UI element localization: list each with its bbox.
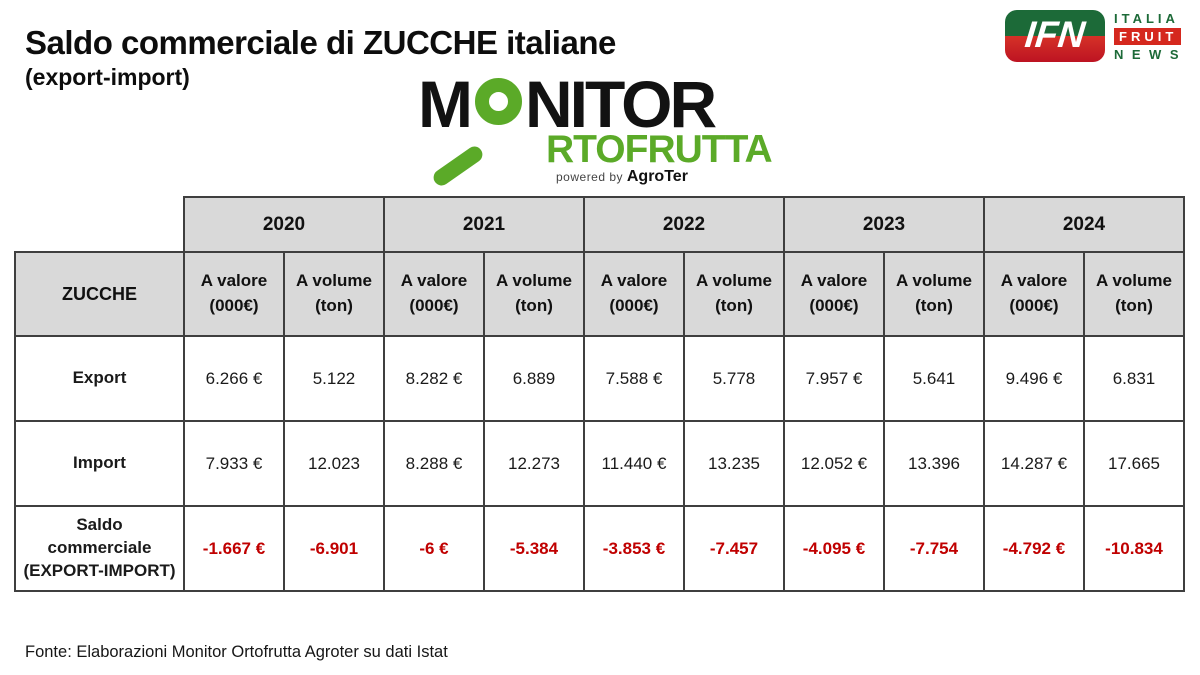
cell-r0-c6: 7.957 €	[783, 335, 885, 422]
table-row: Import 7.933 €12.023 8.288 €12.273 11.440 €…	[14, 420, 1185, 507]
table-row: Export 6.266 €5.122 8.282 €6.889 7.588 €5.7…	[14, 335, 1185, 422]
cell-r2-c7: -7.754	[883, 505, 985, 592]
cell-r1-c0: 7.933 €	[183, 420, 285, 507]
ifn-badge: IFN	[1005, 10, 1105, 62]
cell-r1-c1: 12.023	[283, 420, 385, 507]
year-header-2023: 2023	[783, 196, 985, 253]
cell-r1-c3: 12.273	[483, 420, 585, 507]
ifn-text-block: ITALIA FRUIT NEWS	[1114, 10, 1187, 62]
powered-by-line: powered by AgroTer	[556, 168, 688, 186]
cell-r2-c0: -1.667 €	[183, 505, 285, 592]
volume-header-2021: A volume (ton)	[483, 251, 585, 337]
powered-by-text: powered by	[556, 170, 627, 184]
product-label: ZUCCHE	[14, 251, 185, 337]
ifn-acronym: IFN	[1023, 14, 1088, 55]
ifn-line-fruit: FRUIT	[1114, 27, 1182, 45]
cell-r0-c9: 6.831	[1083, 335, 1185, 422]
cell-r2-c8: -4.792 €	[983, 505, 1085, 592]
cell-r0-c1: 5.122	[283, 335, 385, 422]
volume-header-2023: A volume (ton)	[883, 251, 985, 337]
cell-r0-c5: 5.778	[683, 335, 785, 422]
table-row: Saldo commerciale (EXPORT-IMPORT) -1.667 …	[14, 505, 1185, 592]
cell-r1-c7: 13.396	[883, 420, 985, 507]
volume-header-2024: A volume (ton)	[1083, 251, 1185, 337]
row-label: Saldo commerciale (EXPORT-IMPORT)	[14, 505, 185, 592]
monitor-word-start: M	[418, 67, 473, 141]
trade-balance-table-wrap: 2020 2021 2022 2023 2024 ZUCCHE A valore (000€…	[14, 196, 1185, 592]
monitor-wordmark: M NITOR	[418, 67, 778, 141]
volume-header-2020: A volume (ton)	[283, 251, 385, 337]
page-subtitle: (export-import)	[25, 64, 190, 90]
cell-r2-c4: -3.853 €	[583, 505, 685, 592]
corner-spacer	[15, 197, 184, 252]
cell-r1-c2: 8.288 €	[383, 420, 485, 507]
ifn-line-news: NEWS	[1114, 46, 1187, 62]
magnifier-handle-icon	[430, 143, 486, 189]
cell-r1-c9: 17.665	[1083, 420, 1185, 507]
row-label: Export	[14, 335, 185, 422]
cell-r0-c8: 9.496 €	[983, 335, 1085, 422]
cell-r0-c4: 7.588 €	[583, 335, 685, 422]
cell-r0-c2: 8.282 €	[383, 335, 485, 422]
cell-r2-c3: -5.384	[483, 505, 585, 592]
ifn-line-italia: ITALIA	[1114, 10, 1179, 26]
cell-r0-c0: 6.266 €	[183, 335, 285, 422]
cell-r2-c1: -6.901	[283, 505, 385, 592]
cell-r2-c9: -10.834	[1083, 505, 1185, 592]
cell-r1-c8: 14.287 €	[983, 420, 1085, 507]
cell-r2-c5: -7.457	[683, 505, 785, 592]
cell-r1-c5: 13.235	[683, 420, 785, 507]
cell-r2-c2: -6 €	[383, 505, 485, 592]
row-label: Import	[14, 420, 185, 507]
value-header-2022: A valore (000€)	[583, 251, 685, 337]
volume-header-2022: A volume (ton)	[683, 251, 785, 337]
monitor-word-end: NITOR	[524, 67, 717, 141]
value-header-2024: A valore (000€)	[983, 251, 1085, 337]
value-header-2021: A valore (000€)	[383, 251, 485, 337]
value-header-2020: A valore (000€)	[183, 251, 285, 337]
cell-r0-c7: 5.641	[883, 335, 985, 422]
trade-table: 2020 2021 2022 2023 2024 ZUCCHE A valore (000€…	[14, 196, 1185, 592]
year-header-2024: 2024	[983, 196, 1185, 253]
year-header-2021: 2021	[383, 196, 585, 253]
cell-r1-c6: 12.052 €	[783, 420, 885, 507]
monitor-ortofrutta-logo: M NITOR RTOFRUTTA powered by AgroTer	[418, 67, 778, 189]
cell-r2-c6: -4.095 €	[783, 505, 885, 592]
value-header-2023: A valore (000€)	[783, 251, 885, 337]
agroter-brand: AgroTer	[626, 168, 688, 185]
cell-r1-c4: 11.440 €	[583, 420, 685, 507]
year-header-2022: 2022	[583, 196, 785, 253]
ortofrutta-wordmark: RTOFRUTTA	[546, 128, 773, 171]
source-note: Fonte: Elaborazioni Monitor Ortofrutta A…	[25, 643, 448, 661]
cell-r0-c3: 6.889	[483, 335, 585, 422]
year-header-2020: 2020	[183, 196, 385, 253]
ifn-logo: IFN ITALIA FRUIT NEWS	[1005, 10, 1187, 62]
page-title: Saldo commerciale di ZUCCHE italiane	[25, 24, 616, 61]
magnifier-lens-icon	[474, 78, 522, 125]
